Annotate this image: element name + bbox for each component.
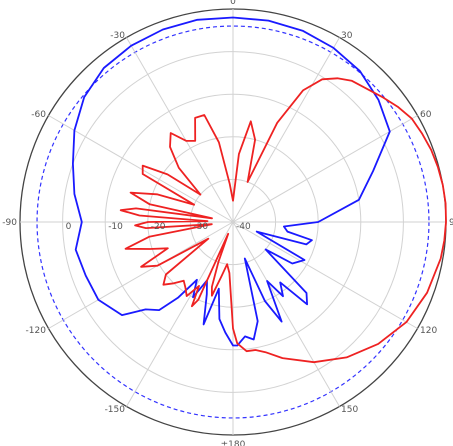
angle-tick-label: 0 [230, 0, 236, 7]
series-line-2 [119, 77, 447, 364]
angle-tick-label: 60 [420, 110, 432, 120]
angle-tick-label: -60 [31, 110, 46, 120]
angle-tick-label: -150 [105, 405, 126, 415]
angle-tick-label: -90 [2, 218, 17, 228]
series-layer [72, 16, 447, 364]
radial-tick-label: -20 [151, 222, 166, 232]
series-line-1 [72, 16, 391, 347]
angle-tick-label: -120 [26, 326, 47, 336]
radial-tick-label: -10 [108, 222, 123, 232]
grid-spoke [232, 115, 418, 223]
angle-tick-label: 90 [449, 218, 453, 228]
angle-tick-label: -30 [110, 31, 125, 41]
grid-spoke [232, 37, 340, 223]
grid-spoke [48, 115, 234, 223]
angle-tick-label: 150 [341, 405, 358, 415]
radial-tick-label: -40 [236, 222, 251, 232]
grid-spoke [126, 221, 234, 407]
polar-grid [19, 8, 447, 436]
grid-spoke [48, 221, 234, 329]
angle-tick-label: 120 [420, 326, 437, 336]
grid-spoke [126, 37, 234, 223]
angle-tick-label: 30 [341, 31, 353, 41]
grid-spoke [232, 221, 340, 407]
grid-spoke [232, 221, 418, 329]
radial-tick-label: 0 [66, 222, 72, 232]
angle-tick-label: ±180 [221, 440, 246, 446]
radial-tick-label: -30 [193, 222, 208, 232]
